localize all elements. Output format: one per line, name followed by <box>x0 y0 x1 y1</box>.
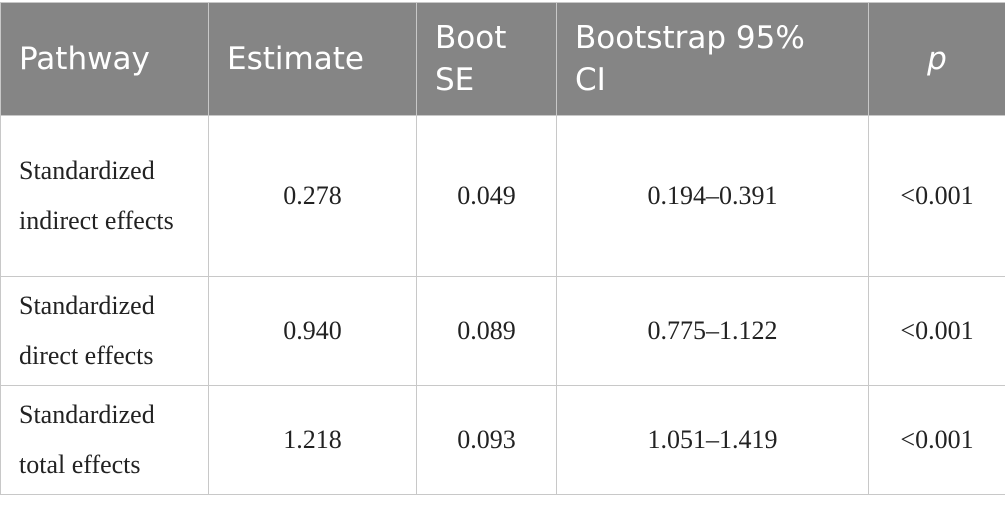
cell-value: 1.051–1.419 <box>648 425 778 454</box>
cell-value: 0.089 <box>457 316 516 345</box>
table-cell: <0.001 <box>869 386 1005 495</box>
table-body: Standardized indirect effects 0.278 0.049 0… <box>1 116 1005 495</box>
header-cell: Estimate <box>209 3 417 116</box>
cell-value: <0.001 <box>900 425 973 454</box>
table-row: Standardized total effects 1.218 0.093 1.05… <box>1 386 1005 495</box>
cell-value: <0.001 <box>900 181 973 210</box>
table-row: Standardized direct effects 0.940 0.089 0.7… <box>1 277 1005 386</box>
table-cell: <0.001 <box>869 116 1005 277</box>
header-cell: p <box>869 3 1005 116</box>
table-cell: 0.940 <box>209 277 417 386</box>
table-cell: 0.194–0.391 <box>557 116 869 277</box>
header-cell: Boot SE <box>417 3 557 116</box>
table-cell: 0.775–1.122 <box>557 277 869 386</box>
pathway-label: Standardized direct effects <box>19 281 179 381</box>
table-cell: 1.218 <box>209 386 417 495</box>
table-cell: 0.049 <box>417 116 557 277</box>
cell-value: 0.093 <box>457 425 516 454</box>
table-cell: Standardized total effects <box>1 386 209 495</box>
cell-value: 0.775–1.122 <box>648 316 778 345</box>
table-cell: 0.089 <box>417 277 557 386</box>
cell-value: <0.001 <box>900 316 973 345</box>
header-text: Estimate <box>227 41 364 77</box>
header-cell: Bootstrap 95% CI <box>557 3 869 116</box>
pathway-label: Standardized indirect effects <box>19 146 179 246</box>
header-row: Pathway Estimate Boot SE Bootstrap 95% C… <box>1 3 1005 116</box>
cell-value: 0.049 <box>457 181 516 210</box>
table-cell: Standardized direct effects <box>1 277 209 386</box>
table-row: Standardized indirect effects 0.278 0.049 0… <box>1 116 1005 277</box>
pathway-label: Standardized total effects <box>19 390 179 490</box>
table-cell: 0.278 <box>209 116 417 277</box>
cell-value: 0.194–0.391 <box>648 181 778 210</box>
results-table: Pathway Estimate Boot SE Bootstrap 95% C… <box>0 2 1005 495</box>
table-cell: <0.001 <box>869 277 1005 386</box>
header-cell: Pathway <box>1 3 209 116</box>
header-text: Bootstrap 95% CI <box>575 17 835 101</box>
cell-value: 0.278 <box>283 181 342 210</box>
cell-value: 1.218 <box>283 425 342 454</box>
header-text: Boot SE <box>435 17 525 101</box>
cell-value: 0.940 <box>283 316 342 345</box>
table-cell: 0.093 <box>417 386 557 495</box>
table-cell: Standardized indirect effects <box>1 116 209 277</box>
header-text: Pathway <box>19 41 150 77</box>
table-cell: 1.051–1.419 <box>557 386 869 495</box>
header-text: p <box>927 41 947 77</box>
